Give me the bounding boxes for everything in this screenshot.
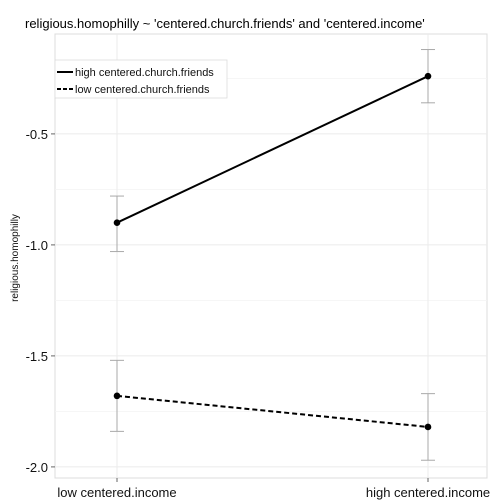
y-axis-ticks: -0.5 -1.0 -1.5 -2.0 xyxy=(26,127,55,475)
x-tick-label: high centered.income xyxy=(366,485,490,500)
plot-panel xyxy=(54,33,488,479)
gridlines xyxy=(55,34,487,478)
y-tick-label: -2.0 xyxy=(26,460,48,475)
chart-title: religious.homophilly ~ 'centered.church.… xyxy=(25,16,425,31)
legend-label: high centered.church.friends xyxy=(75,67,214,79)
legend: high centered.church.friends low centered… xyxy=(54,59,228,99)
legend-box xyxy=(54,59,228,99)
y-tick-label: -1.5 xyxy=(26,349,48,364)
data-point xyxy=(113,392,121,400)
series-line xyxy=(116,394,429,428)
x-axis-ticks: low centered.income high centered.income xyxy=(57,478,490,500)
series-high xyxy=(110,49,435,253)
x-tick-label: low centered.income xyxy=(57,485,176,500)
y-tick-label: -0.5 xyxy=(26,127,48,142)
series-layer xyxy=(110,49,435,461)
data-point xyxy=(113,219,121,226)
panel-border xyxy=(54,33,488,479)
data-point xyxy=(424,423,432,431)
y-tick-label: -1.0 xyxy=(26,238,48,253)
y-axis-label: religious.homophilly xyxy=(10,214,21,302)
legend-label: low centered.church.friends xyxy=(75,84,210,96)
series-line xyxy=(116,75,429,224)
data-point xyxy=(424,72,432,80)
series-low xyxy=(110,359,435,461)
